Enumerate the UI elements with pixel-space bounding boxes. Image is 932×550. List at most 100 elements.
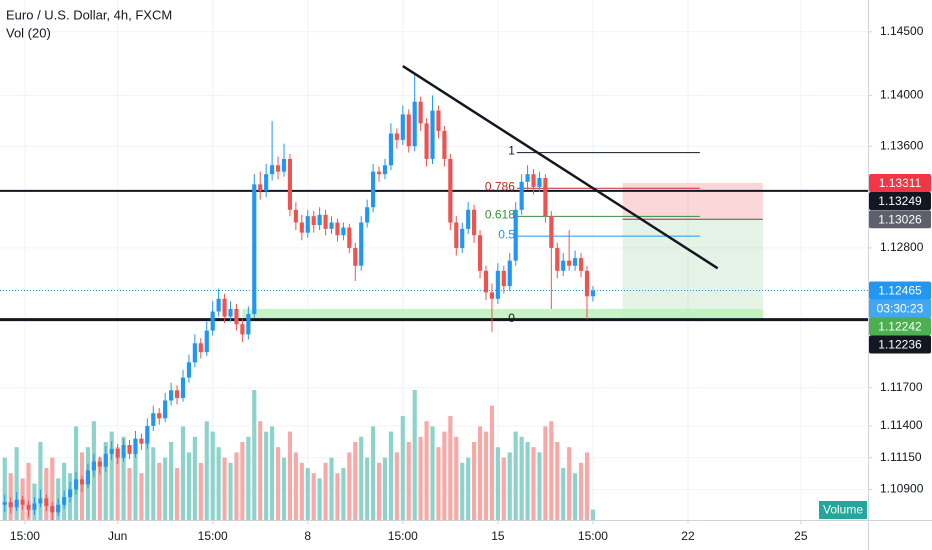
volume-bar [448, 416, 453, 520]
candle-body [513, 209, 518, 261]
volume-bar [222, 457, 227, 520]
volume-badge-bg[interactable] [819, 501, 867, 519]
candle-body [317, 214, 322, 226]
candle-body [341, 227, 346, 236]
candle-body [519, 181, 524, 210]
candle-body [507, 260, 512, 287]
candle-body [537, 177, 542, 187]
symbol-title[interactable]: Euro / U.S. Dollar, 4h, FXCM [6, 7, 172, 22]
candle-body [418, 101, 423, 124]
candle-body [311, 216, 316, 226]
fib-label: 0.786 [485, 179, 515, 193]
volume-bar [584, 452, 590, 520]
candle-body [50, 506, 55, 513]
volume-bar [305, 468, 310, 520]
candle-body [216, 298, 221, 312]
candle-body [186, 362, 192, 378]
price-tag [869, 317, 931, 336]
candle-body [578, 258, 584, 271]
volume-bar [210, 431, 215, 520]
volume-bar [561, 468, 566, 520]
volume-bar [573, 473, 578, 520]
fib-label: 0.5 [498, 227, 515, 241]
volume-bar [317, 478, 322, 520]
volume-bar [139, 473, 144, 520]
volume-bar [50, 457, 55, 520]
volume-bar [8, 473, 13, 520]
price-tag-label: 1.13249 [878, 194, 922, 208]
price-tag [869, 335, 931, 354]
fib-label: 0 [508, 311, 515, 325]
candle-body [466, 209, 471, 229]
volume-bar [252, 390, 257, 520]
volume-bar [489, 405, 495, 520]
volume-bar [376, 462, 382, 520]
volume-bar [578, 462, 584, 520]
volume-bar [14, 447, 19, 520]
price-tag-label: 1.12242 [878, 320, 922, 334]
volume-bar [204, 421, 209, 520]
candle-body [472, 209, 477, 236]
x-tick-label: 15 [491, 529, 505, 543]
candle-body [91, 461, 96, 471]
candle-body [85, 470, 91, 485]
trendline [402, 65, 719, 270]
fib-label: 1 [508, 144, 515, 158]
x-tick-label: 22 [681, 529, 695, 543]
indicator-legend[interactable]: Vol (20) [6, 25, 51, 40]
y-tick-label: 1.11150 [880, 450, 922, 464]
candle-body [293, 209, 298, 223]
price-tag-label: 1.12465 [878, 284, 922, 298]
candle-body [335, 222, 340, 236]
candle-body [323, 214, 328, 229]
x-tick-label: 15:00 [578, 529, 608, 543]
candle-body [180, 377, 186, 398]
y-tick-label: 1.11400 [880, 418, 923, 432]
volume-bar [555, 442, 560, 520]
candle-body [73, 479, 79, 490]
volume-bar [406, 442, 411, 520]
y-tick-label: 1.12800 [880, 240, 924, 254]
volume-bar [169, 442, 174, 520]
volume-bar [359, 436, 364, 520]
candle-body [531, 174, 536, 187]
candle-body [204, 330, 209, 353]
candle-body [8, 502, 13, 508]
candle-body [121, 444, 126, 458]
volume-bar [507, 452, 512, 520]
candle-body [543, 177, 548, 217]
volume-bar [537, 452, 542, 520]
candle-body [14, 499, 19, 508]
candle-body [228, 308, 233, 317]
y-tick-label: 1.13600 [880, 138, 924, 152]
volume-bar [353, 442, 358, 520]
x-tick-label: 8 [304, 529, 311, 543]
volume-bar [281, 457, 287, 520]
candle-body [424, 123, 429, 159]
volume-bar [418, 436, 423, 520]
volume-badge[interactable]: Volume [823, 503, 863, 517]
candle-body [442, 130, 447, 159]
candle-body [210, 311, 215, 331]
volume-bar [44, 468, 49, 520]
candle-body [163, 400, 168, 419]
volume-bar [299, 462, 304, 520]
volume-bar [531, 447, 536, 520]
candle-body [109, 448, 114, 454]
candle-body [198, 343, 203, 353]
y-tick-label: 1.10900 [880, 482, 924, 496]
candle-body [489, 292, 495, 299]
volume-bar [371, 426, 376, 520]
price-tag [869, 210, 931, 229]
candle-body [56, 504, 61, 513]
candle-body [584, 270, 590, 297]
candle-body [394, 133, 399, 140]
candle-body [169, 390, 174, 401]
candle-body [436, 110, 441, 131]
volume-bar [287, 431, 293, 520]
candle-body [376, 171, 382, 175]
candle-body [371, 171, 376, 208]
candle-body [299, 222, 304, 233]
candle-body [501, 270, 506, 287]
